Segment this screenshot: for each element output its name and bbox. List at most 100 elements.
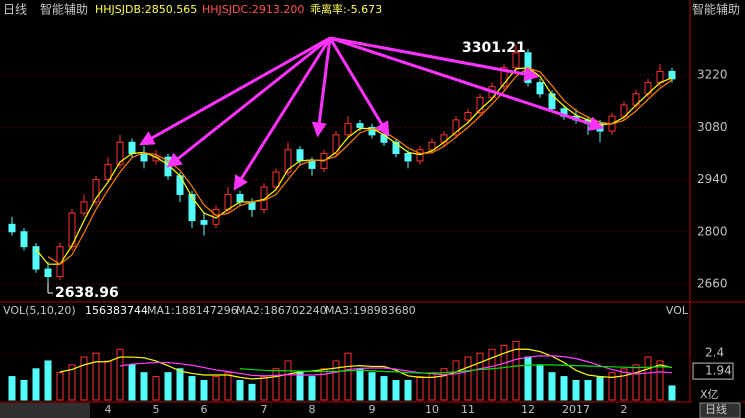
volume-bar [176, 368, 184, 401]
candle-body [260, 186, 268, 210]
volume-bar [248, 383, 256, 401]
candle-body [224, 193, 232, 210]
volume-title: VOL(5,10,20) [3, 304, 76, 317]
candle-body [512, 52, 520, 69]
candle-body [44, 268, 52, 278]
volume-bar [440, 368, 448, 401]
volume-bar [284, 360, 292, 401]
candle-body [548, 93, 556, 110]
candle-body [656, 70, 664, 84]
period-label: 日线 [705, 402, 727, 416]
candle-body [68, 212, 76, 248]
volume-bar [260, 376, 268, 401]
legend-entry: MA2:186702240 [236, 304, 327, 317]
ma-line [35, 67, 673, 265]
volume-bar [272, 368, 280, 401]
last-value-box [692, 362, 734, 380]
volume-bar [608, 372, 616, 401]
volume-bar [332, 360, 340, 401]
candle-body [104, 164, 112, 181]
arrow [311, 37, 332, 138]
volume-bar [308, 376, 316, 401]
candle-body [392, 141, 400, 154]
x-tick-label: 9 [369, 403, 376, 416]
candle-body [236, 193, 244, 203]
candle-body [188, 193, 196, 222]
volume-bar [212, 376, 220, 401]
candle-body [92, 179, 100, 203]
x-tick-label: 8 [309, 403, 316, 416]
y-tick-label: 2940 [697, 172, 728, 186]
arrow [233, 37, 332, 191]
date-box [0, 403, 90, 418]
x-tick-label: 7 [261, 403, 268, 416]
volume-bar [488, 348, 496, 401]
x-tick-label: 5 [153, 403, 160, 416]
volume-bar [320, 368, 328, 401]
y-tick-label: 2.4 [705, 346, 724, 360]
volume-ma-line [59, 348, 673, 380]
candle-body [32, 246, 40, 270]
volume-bar [128, 364, 136, 401]
arrow [329, 36, 605, 131]
high-annotation: 3301.21 [462, 40, 526, 56]
volume-bar [380, 376, 388, 401]
candle-body [356, 123, 364, 128]
indicator-value: 乖离率:-5.673 [310, 2, 382, 16]
volume-bar [92, 352, 100, 401]
volume-bar [584, 379, 592, 401]
candle-body [8, 223, 16, 233]
volume-bar [356, 368, 364, 401]
candle-body [20, 231, 28, 248]
volume-bar [140, 372, 148, 401]
candle-body [428, 141, 436, 151]
volume-bar [452, 360, 460, 401]
candle-body [128, 141, 136, 154]
candle-body [500, 67, 508, 87]
volume-bar [392, 379, 400, 401]
volume-ma-line [119, 355, 673, 377]
arrows [139, 36, 605, 191]
arrow [329, 36, 540, 82]
x-tick-label: 2 [621, 403, 628, 416]
volume-bar [8, 376, 16, 401]
volume-bar [644, 356, 652, 401]
volume-bar [512, 340, 520, 401]
arrow [328, 37, 390, 137]
legend-entry: MA1:188147296 [147, 304, 238, 317]
volume-bar [188, 376, 196, 401]
x-tick-label: 6 [201, 403, 208, 416]
candle-body [368, 126, 376, 136]
volume-bar [224, 372, 232, 401]
marks: 2660 2800 2940 3080 3220 2.4 MA1:188147296MA2:… [0, 44, 734, 416]
candle-body [464, 111, 472, 121]
volume-bar [296, 372, 304, 401]
volume-ma-line [239, 364, 673, 374]
volume-bar [152, 376, 160, 401]
volume-bar [500, 344, 508, 401]
candle-body [116, 141, 124, 166]
volume-bar [416, 376, 424, 401]
indicator-label: 智能辅助 [692, 2, 740, 17]
x-tick-label: 11 [461, 403, 475, 416]
volume-bar [620, 368, 628, 401]
unit-label: X亿 [700, 388, 719, 401]
volume-bar [56, 372, 64, 401]
volume-bar [80, 356, 88, 401]
period-box [699, 402, 741, 418]
y-tick-label: 3080 [697, 120, 728, 134]
volume-bar [560, 376, 568, 401]
candle-body [200, 220, 208, 225]
volume-bar [344, 352, 352, 401]
last-value-label: 1.94 [705, 364, 732, 378]
candle-body [668, 70, 676, 80]
candle-body [332, 134, 340, 154]
volume-bar [20, 379, 28, 401]
volume-bar [464, 356, 472, 401]
volume-bar [32, 368, 40, 401]
legend-entry: MA3:198983680 [325, 304, 416, 317]
period-title: 日线 [3, 3, 27, 17]
candle-body [140, 152, 148, 162]
volume-bar [116, 348, 124, 401]
